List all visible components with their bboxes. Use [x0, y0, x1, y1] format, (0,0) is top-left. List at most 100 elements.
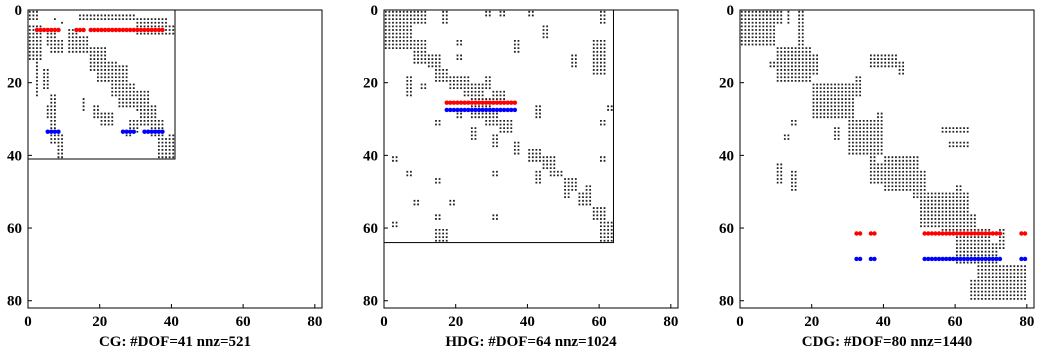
- hdg-highlight-point: [480, 107, 485, 113]
- cdg-ytick-label: 60: [719, 221, 734, 237]
- cdg-highlight-point: [940, 231, 945, 236]
- cdg-highlight-point: [857, 231, 863, 236]
- cdg-highlight-point: [1019, 231, 1024, 236]
- cdg-axes-box: [739, 9, 1035, 309]
- cg-highlight-point: [145, 27, 151, 33]
- hdg-highlight-point: [498, 100, 503, 105]
- cdg-xtick-label: 60: [948, 314, 963, 330]
- cdg-highlight-point: [979, 256, 985, 262]
- cdg-highlight-point: [958, 231, 963, 236]
- cdg-highlight-point: [965, 231, 970, 236]
- hdg-highlight-point: [476, 107, 482, 113]
- cg-highlight-point: [149, 129, 154, 134]
- cg-highlight-point: [77, 27, 83, 33]
- cdg-highlight-point: [943, 256, 949, 262]
- cg-highlight-point: [110, 27, 115, 33]
- cg-highlight-point: [160, 129, 165, 134]
- cdg-highlight-point: [922, 256, 927, 262]
- cg-ytick-label: 0: [15, 3, 23, 19]
- hdg-highlight-point: [494, 107, 500, 113]
- hdg-ytick-label: 40: [363, 148, 378, 164]
- cdg-highlight-point: [854, 231, 859, 236]
- hdg-ytick-label: 0: [371, 3, 379, 19]
- hdg-xtick-label: 0: [380, 314, 388, 330]
- hdg-highlight-point: [466, 100, 471, 105]
- hdg-highlight-point: [512, 100, 518, 105]
- hdg-highlight-point: [501, 100, 507, 105]
- cdg-highlight-point: [994, 231, 999, 236]
- hdg-highlight-point: [448, 107, 453, 113]
- cdg-highlight-point: [976, 231, 981, 236]
- cg-xtick-label: 0: [24, 314, 32, 330]
- cdg-highlight-point: [926, 231, 931, 236]
- cdg-highlight-point: [976, 256, 981, 262]
- cdg-sparsity-panel: 0 20 40 60 80 0 20 40 60 80 CDG: #DOF=80 nnz=144…: [719, 3, 1035, 350]
- cdg-ytick-label: 40: [719, 148, 734, 164]
- cg-highlight-point: [142, 27, 147, 33]
- cdg-highlight-point: [933, 256, 938, 262]
- hdg-highlight-point: [444, 100, 449, 105]
- cdg-ytick-label: 20: [719, 76, 734, 92]
- cdg-highlight-point: [986, 231, 992, 236]
- cdg-caption: CDG: #DOF=80 nnz=1440: [802, 334, 972, 350]
- hdg-highlighted-rows: [444, 100, 518, 113]
- cg-xtick-label: 60: [236, 314, 251, 330]
- cg-highlight-point: [113, 27, 119, 33]
- cg-highlight-point: [124, 129, 129, 134]
- cdg-highlight-point: [990, 231, 995, 236]
- cdg-highlight-point: [951, 231, 956, 236]
- hdg-highlight-point: [455, 107, 460, 113]
- cdg-highlight-point: [947, 231, 952, 236]
- hdg-highlight-point: [455, 100, 460, 105]
- cdg-highlight-point: [990, 256, 995, 262]
- hdg-highlight-point: [469, 107, 475, 113]
- hdg-highlight-point: [501, 107, 507, 113]
- hdg-highlight-point: [505, 107, 510, 113]
- hdg-highlight-point: [483, 100, 489, 105]
- cdg-highlighted-rows: [854, 231, 1028, 262]
- cdg-highlight-point: [983, 231, 988, 236]
- cdg-highlight-point: [854, 256, 859, 262]
- cdg-highlight-point: [958, 256, 963, 262]
- cg-highlighted-rows: [34, 27, 165, 134]
- cdg-highlight-point: [1022, 256, 1028, 262]
- cg-highlight-point: [45, 27, 50, 33]
- hdg-highlight-point: [451, 107, 457, 113]
- cg-highlight-point: [153, 129, 158, 134]
- hdg-y-axis: 0 20 40 60 80: [363, 3, 388, 310]
- cdg-highlight-point: [994, 256, 999, 262]
- cdg-highlight-point: [986, 256, 992, 262]
- hdg-highlight-point: [462, 100, 467, 105]
- hdg-highlight-point: [473, 100, 478, 105]
- cdg-highlight-point: [969, 231, 974, 236]
- cdg-highlight-point: [929, 231, 935, 236]
- hdg-xtick-label: 80: [663, 314, 678, 330]
- cg-highlight-point: [120, 27, 126, 33]
- cdg-highlight-point: [868, 256, 874, 262]
- cg-highlight-point: [160, 27, 165, 33]
- cdg-highlight-point: [947, 256, 952, 262]
- cg-sparsity-panel: 0 20 40 60 80 0 20 40 60 80 CG: #DOF=41 nnz=521: [7, 3, 323, 350]
- cdg-highlight-point: [857, 256, 863, 262]
- cg-highlight-point: [49, 129, 54, 134]
- hdg-ytick-label: 20: [363, 76, 378, 92]
- hdg-highlight-point: [462, 107, 467, 113]
- cg-ytick-label: 80: [7, 294, 22, 310]
- hdg-highlight-point: [473, 107, 478, 113]
- hdg-highlight-point: [476, 100, 482, 105]
- cg-highlight-point: [127, 129, 133, 134]
- cdg-highlight-point: [954, 231, 960, 236]
- cg-highlight-point: [56, 129, 61, 134]
- cg-xtick-label: 20: [92, 314, 107, 330]
- cdg-highlight-point: [969, 256, 974, 262]
- cdg-highlight-point: [1019, 256, 1024, 262]
- hdg-sparsity-panel: 0 20 40 60 80 0 20 40 60 80 HDG: #DOF=64 nnz=102…: [363, 3, 679, 350]
- cg-highlight-point: [81, 27, 86, 33]
- hdg-matrix-boundary: [383, 9, 614, 244]
- cdg-highlight-point: [872, 231, 877, 236]
- cdg-highlight-point: [997, 256, 1003, 262]
- cg-highlight-point: [124, 27, 129, 33]
- cdg-xtick-label: 80: [1019, 314, 1034, 330]
- cg-highlight-point: [106, 27, 111, 33]
- cdg-highlight-point: [961, 231, 967, 236]
